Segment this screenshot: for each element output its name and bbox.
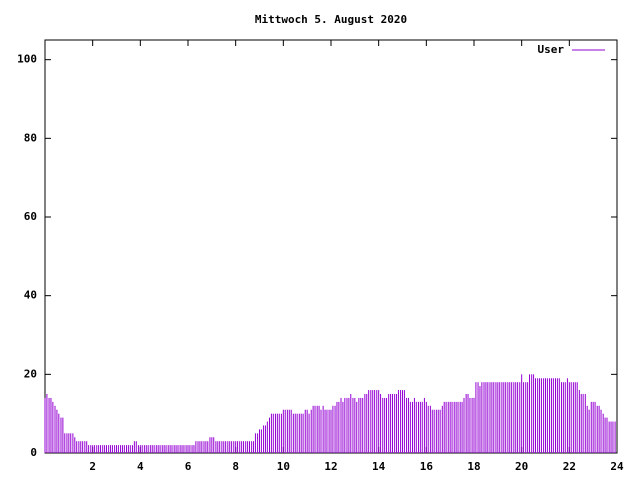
- x-tick-label: 4: [137, 460, 144, 473]
- x-tick-label: 12: [324, 460, 337, 473]
- chart-title: Mittwoch 5. August 2020: [255, 13, 407, 26]
- y-tick-label: 60: [24, 210, 37, 223]
- x-tick-label: 16: [420, 460, 434, 473]
- y-tick-label: 80: [24, 131, 37, 144]
- y-tick-label: 40: [24, 289, 37, 302]
- x-tick-label: 8: [232, 460, 239, 473]
- x-tick-label: 24: [610, 460, 624, 473]
- x-tick-label: 10: [277, 460, 290, 473]
- x-tick-label: 2: [89, 460, 96, 473]
- x-tick-label: 6: [185, 460, 192, 473]
- x-tick-label: 22: [563, 460, 576, 473]
- x-tick-label: 18: [467, 460, 480, 473]
- x-tick-label: 14: [372, 460, 386, 473]
- legend-label: User: [538, 43, 565, 56]
- x-tick-label: 20: [515, 460, 528, 473]
- y-tick-label: 0: [30, 446, 37, 459]
- y-tick-label: 100: [17, 53, 37, 66]
- y-tick-label: 20: [24, 367, 37, 380]
